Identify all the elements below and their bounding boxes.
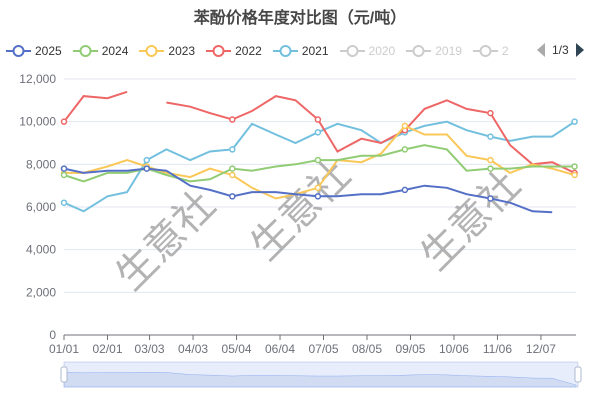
slider-selection[interactable] <box>64 362 578 387</box>
legend-marker-icon <box>406 45 432 57</box>
legend-item-2022[interactable]: 2022 <box>206 44 262 58</box>
legend-item-2023[interactable]: 2023 <box>139 44 195 58</box>
series-2021 <box>60 118 578 213</box>
legend-marker-icon <box>6 45 31 57</box>
legend-marker-icon <box>472 45 498 57</box>
y-tick-label: 8,000 <box>26 157 56 171</box>
data-point[interactable] <box>60 165 68 172</box>
legend-label: 2019 <box>435 44 462 58</box>
legend-label: 2025 <box>35 44 62 58</box>
data-point[interactable] <box>487 165 494 172</box>
data-point[interactable] <box>229 165 236 172</box>
x-tick-label: 06/04 <box>265 342 295 356</box>
x-tick-label: 08/05 <box>352 342 382 356</box>
y-tick-label: 12,000 <box>19 72 56 86</box>
legend-marker-icon <box>272 45 298 57</box>
data-point[interactable] <box>571 118 578 125</box>
data-point[interactable] <box>143 165 151 172</box>
data-point[interactable] <box>487 195 494 202</box>
y-tick-label: 10,000 <box>19 115 56 129</box>
data-point[interactable] <box>143 156 151 164</box>
watermark: 生意社 <box>413 163 529 279</box>
y-tick-label: 6,000 <box>26 200 56 214</box>
data-point[interactable] <box>229 171 236 179</box>
data-point[interactable] <box>401 146 409 153</box>
prev-page-icon[interactable] <box>536 43 546 57</box>
legend-marker-icon <box>72 45 98 57</box>
legend-item-2[interactable]: 2 <box>472 44 509 58</box>
data-point[interactable] <box>314 184 322 192</box>
series-2022 <box>60 90 578 177</box>
y-tick-label: 4,000 <box>26 243 56 257</box>
chart-title: 苯酚价格年度对比图（元/吨） <box>193 10 407 27</box>
data-point[interactable] <box>60 199 68 206</box>
legend-label: 2022 <box>235 44 262 58</box>
legend-label: 2 <box>501 44 509 58</box>
data-point[interactable] <box>229 146 236 153</box>
legend-item-2024[interactable]: 2024 <box>72 44 129 58</box>
watermark: 生意社 <box>108 183 224 299</box>
data-point[interactable] <box>229 116 236 123</box>
series-line <box>63 167 553 214</box>
x-tick-label: 01/01 <box>49 342 79 356</box>
slider-preview <box>63 371 577 388</box>
data-point[interactable] <box>314 156 322 164</box>
x-tick-label: 04/03 <box>178 342 208 356</box>
legend-marker-icon <box>339 45 365 57</box>
data-point[interactable] <box>229 193 236 200</box>
legend-label: 2023 <box>168 44 196 58</box>
legend-marker-icon <box>139 45 165 57</box>
legend-item-2020[interactable]: 2020 <box>339 44 396 58</box>
data-point[interactable] <box>314 116 322 123</box>
y-tick-label: 0 <box>49 328 56 342</box>
data-point[interactable] <box>401 186 409 194</box>
x-tick-label: 02/01 <box>92 342 122 356</box>
data-point[interactable] <box>60 171 68 179</box>
y-tick-label: 2,000 <box>26 285 56 299</box>
x-tick-label: 12/07 <box>526 342 556 356</box>
legend-page: 1/3 <box>552 43 569 57</box>
legend-item-2025[interactable]: 2025 <box>6 44 62 58</box>
data-point[interactable] <box>487 109 494 117</box>
data-point[interactable] <box>60 118 68 125</box>
data-point[interactable] <box>401 122 409 130</box>
x-tick-label: 11/06 <box>483 342 512 356</box>
data-zoom-slider[interactable] <box>60 361 582 388</box>
legend-pager: 1/3 <box>536 43 585 57</box>
series-2025 <box>60 165 553 214</box>
legend: 2025 2024 2023 2022 2021 2020 2019 2 <box>6 43 528 59</box>
slider-handle[interactable] <box>574 366 582 383</box>
x-tick-label: 07/05 <box>308 342 338 356</box>
slider-handle[interactable] <box>60 366 68 383</box>
data-point[interactable] <box>487 133 494 140</box>
data-point[interactable] <box>571 163 578 170</box>
series-line <box>63 90 576 174</box>
x-tick-label: 03/03 <box>135 342 165 356</box>
x-tick-label: 10/06 <box>439 342 469 356</box>
data-point[interactable] <box>487 156 494 164</box>
legend-label: 2021 <box>301 44 329 58</box>
legend-label: 2024 <box>101 44 129 58</box>
legend-label: 2020 <box>368 44 396 58</box>
next-page-icon[interactable] <box>575 43 585 57</box>
legend-item-2021[interactable]: 2021 <box>272 44 329 58</box>
x-tick-label: 09/05 <box>395 342 425 356</box>
data-point[interactable] <box>571 171 578 179</box>
legend-item-2019[interactable]: 2019 <box>406 44 462 58</box>
data-point[interactable] <box>314 129 322 136</box>
x-tick-label: 05/04 <box>222 342 252 356</box>
data-point[interactable] <box>314 193 322 200</box>
legend-marker-icon <box>206 45 232 57</box>
